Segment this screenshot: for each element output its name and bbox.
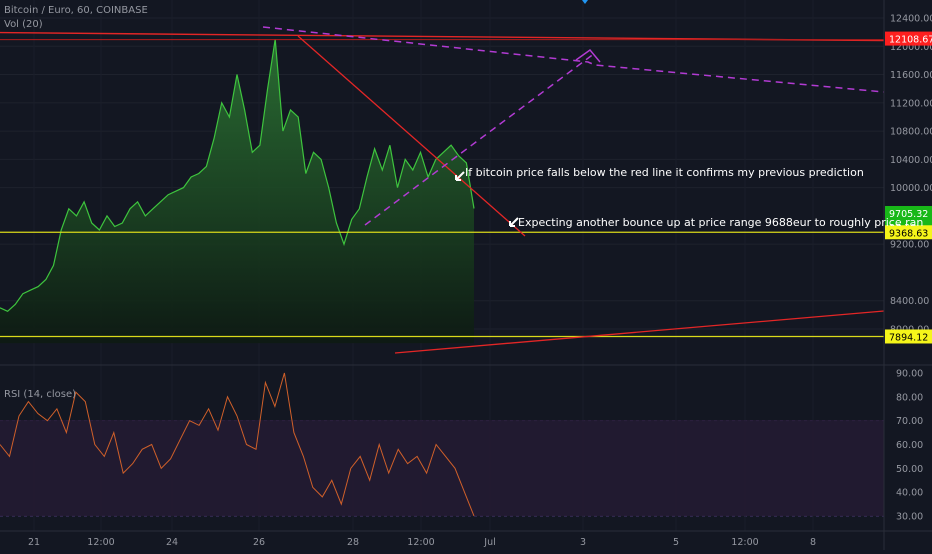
time-tick-label: 28 xyxy=(347,537,359,548)
projection-line-upper xyxy=(262,26,885,93)
rsi-line xyxy=(0,372,475,517)
price-tick-label: 12400.00 xyxy=(890,14,932,25)
rsi-label: RSI (14, close) xyxy=(4,389,77,400)
arrow-icon xyxy=(455,171,465,181)
price-tag xyxy=(885,329,932,344)
price-tag xyxy=(885,206,932,220)
price-tick-label: 9200.00 xyxy=(890,240,929,251)
price-tick-label: 10800.00 xyxy=(890,127,932,138)
rsi-band xyxy=(0,420,884,516)
ascending-trend-line xyxy=(394,310,885,354)
price-axis: 12400.00 12000.00 11600.00 11200.00 10800.00… xyxy=(890,14,932,336)
symbol-title: Bitcoin / Euro, 60, COINBASE xyxy=(4,5,148,16)
rsi-tick-label: 50.00 xyxy=(896,464,923,475)
annotation-1[interactable]: If bitcoin price falls below the red lin… xyxy=(465,166,864,179)
price-tag xyxy=(885,31,932,46)
price-tick-label: 11200.00 xyxy=(890,98,932,109)
trend-lines xyxy=(262,26,885,354)
price-tick-label: 10000.00 xyxy=(890,183,932,194)
price-tag-label: 9368.63 xyxy=(889,228,928,239)
rsi-tick-label: 70.00 xyxy=(896,416,923,427)
annotation-2[interactable]: Expecting another bounce up at price ran… xyxy=(518,216,924,229)
descending-trend-line xyxy=(297,35,526,237)
time-tick-label: 21 xyxy=(28,537,40,548)
rsi-axis: 90.00 80.00 70.00 60.00 50.00 40.00 30.00 xyxy=(896,369,923,523)
time-tick-label: 12:00 xyxy=(407,537,434,548)
time-tick-label: 3 xyxy=(580,537,586,548)
price-line xyxy=(0,39,475,313)
time-tick-label: 8 xyxy=(810,537,816,548)
price-tick-label: 10400.00 xyxy=(890,155,932,166)
horizontal-levels xyxy=(0,31,885,338)
rsi-tick-label: 80.00 xyxy=(896,392,923,403)
price-tag xyxy=(885,225,932,240)
volume-label: Vol (20) xyxy=(4,19,43,30)
time-tick-label: 5 xyxy=(673,537,679,548)
price-tick-label: 11600.00 xyxy=(890,70,932,81)
arrow-marker-2 xyxy=(509,217,519,227)
time-tick-label: Jul xyxy=(483,537,495,548)
price-tick-label: 8400.00 xyxy=(890,296,929,307)
top-marker-icon xyxy=(582,0,588,4)
rsi-tick-label: 60.00 xyxy=(896,440,923,451)
price-tick-label: 12000.00 xyxy=(890,42,932,53)
time-tick-label: 12:00 xyxy=(731,537,758,548)
projection-peak xyxy=(575,48,601,63)
time-tick-label: 24 xyxy=(166,537,178,548)
price-tag-label: 12108.67 xyxy=(889,35,932,46)
price-tag-label: 9705.32 xyxy=(889,209,928,220)
price-area xyxy=(0,39,474,344)
time-tick-label: 26 xyxy=(253,537,265,548)
time-tick-label: 12:00 xyxy=(87,537,114,548)
rsi-tick-label: 40.00 xyxy=(896,488,923,499)
time-axis: 21 12:00 24 26 28 12:00 Jul 3 5 12:00 8 xyxy=(28,537,816,548)
arrow-icon xyxy=(509,217,519,227)
rsi-tick-label: 30.00 xyxy=(896,512,923,523)
rsi-tick-label: 90.00 xyxy=(896,369,923,380)
price-tag-label: 7894.12 xyxy=(889,332,928,343)
arrow-marker-1 xyxy=(455,171,465,181)
